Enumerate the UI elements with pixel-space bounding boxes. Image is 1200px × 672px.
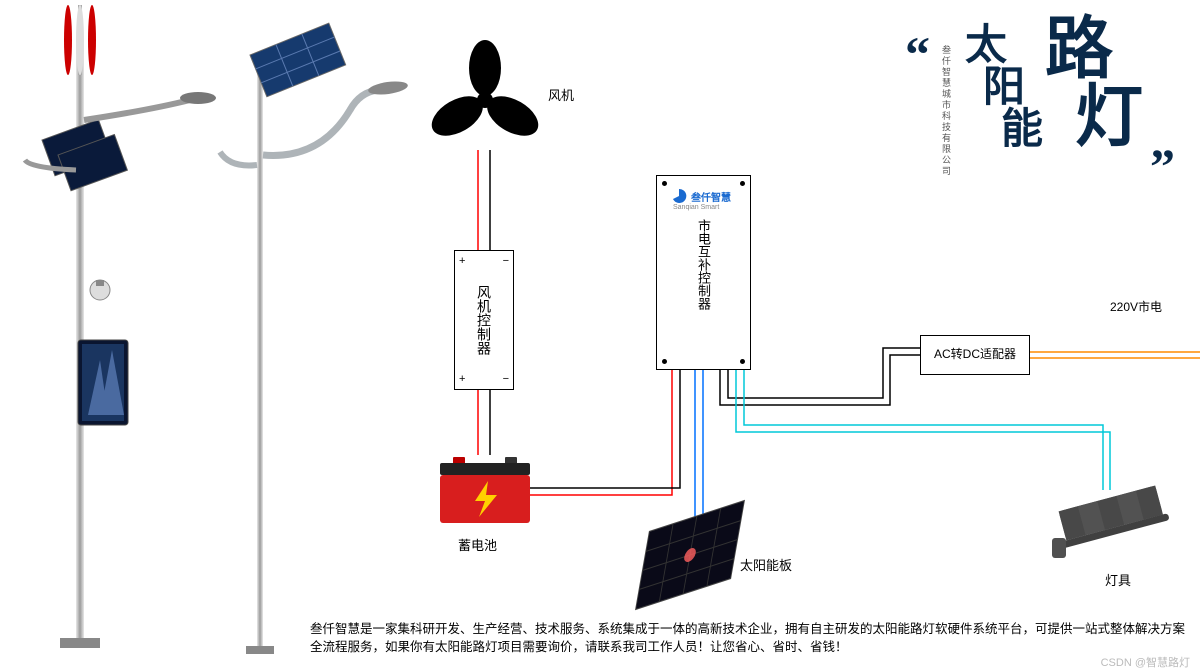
diagram-stage: “ 叁仟智慧城市科技有限公司 太 阳 能 路 灯 ”	[0, 0, 1200, 672]
fan-label: 风机	[548, 85, 574, 104]
grid-controller-label: 市电互补控制器	[694, 219, 713, 310]
brand-logo-icon	[671, 188, 687, 204]
battery-label: 蓄电池	[458, 535, 497, 554]
grid-controller-box: 叁仟智慧 Sanqian Smart 市电互补控制器	[656, 175, 751, 370]
solar-label: 太阳能板	[740, 555, 792, 574]
lamp-label: 灯具	[1105, 570, 1131, 589]
watermark: CSDN @智慧路灯	[1101, 654, 1190, 670]
grid-brand-text: 叁仟智慧	[691, 189, 731, 204]
acdc-label: AC转DC适配器	[934, 348, 1016, 361]
footer-text: 叁仟智慧是一家集科研开发、生产经营、技术服务、系统集成于一体的高新技术企业，拥有…	[310, 620, 1190, 658]
fan-controller-label: 风机控制器	[474, 285, 494, 355]
acdc-adapter-box: AC转DC适配器	[920, 335, 1030, 375]
fan-controller-box: + − + − 风机控制器	[454, 250, 514, 390]
v220-label: 220V市电	[1110, 298, 1162, 315]
battery-icon	[435, 455, 525, 510]
